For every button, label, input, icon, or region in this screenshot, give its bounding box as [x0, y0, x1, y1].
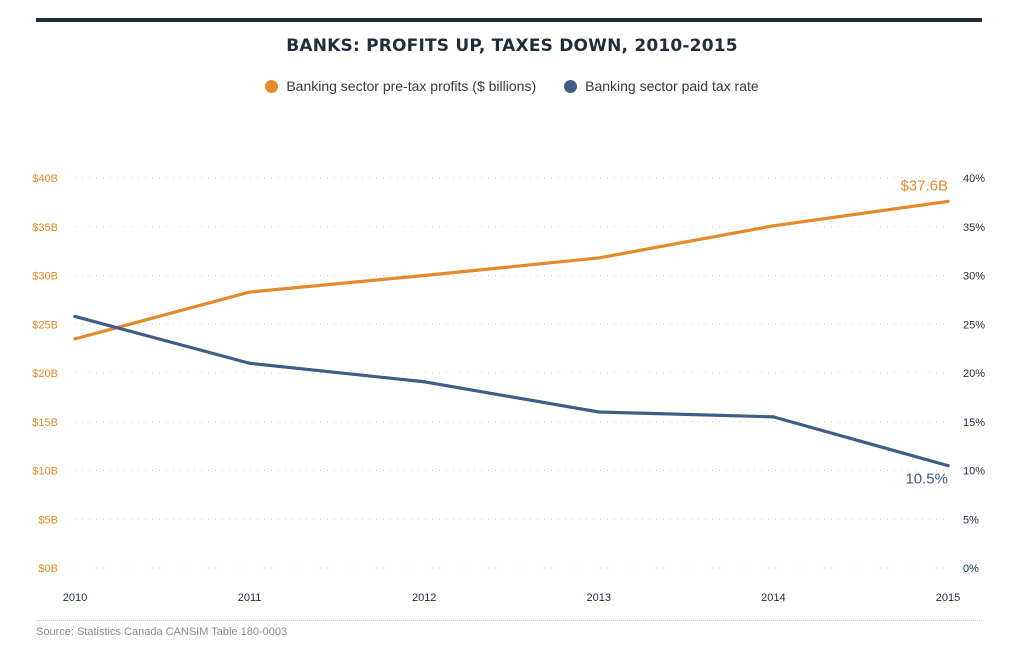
x-tick-label: 2014 — [761, 592, 785, 604]
legend-item-profits: Banking sector pre-tax profits ($ billio… — [265, 78, 536, 94]
source-note: Source: Statistics Canada CANSIM Table 1… — [36, 626, 288, 638]
legend-label-tax-rate: Banking sector paid tax rate — [585, 78, 759, 94]
data-point-tax-rate — [422, 380, 426, 384]
legend-label-profits: Banking sector pre-tax profits ($ billio… — [286, 78, 537, 94]
legend: Banking sector pre-tax profits ($ billio… — [0, 78, 1024, 94]
y-right-tick-label: 15% — [963, 417, 985, 429]
x-tick-label: 2015 — [936, 592, 960, 604]
y-right-tick-label: 0% — [963, 563, 979, 575]
y-left-tick-label: $5B — [38, 514, 58, 526]
x-tick-label: 2013 — [587, 592, 611, 604]
legend-item-tax-rate: Banking sector paid tax rate — [564, 78, 759, 94]
y-left-tick-label: $35B — [32, 222, 58, 234]
y-left-tick-label: $0B — [38, 563, 58, 575]
y-left-tick-label: $15B — [32, 417, 58, 429]
legend-swatch-profits — [265, 79, 279, 93]
end-value-label: 10.5% — [905, 471, 948, 488]
data-point-tax-rate — [248, 361, 252, 365]
y-left-tick-label: $10B — [32, 466, 58, 478]
y-left-tick-label: $20B — [32, 368, 58, 380]
data-point-profits — [771, 224, 776, 228]
chart-title: BANKS: PROFITS UP, TAXES DOWN, 2010-2015 — [286, 36, 738, 56]
y-left-tick-label: $30B — [32, 271, 58, 283]
y-right-tick-label: 25% — [963, 319, 985, 331]
data-point-tax-rate — [73, 314, 77, 319]
y-right-tick-label: 10% — [963, 466, 985, 478]
x-tick-label: 2010 — [63, 592, 87, 604]
y-left-tick-label: $25B — [32, 319, 58, 331]
y-right-tick-label: 20% — [963, 368, 985, 380]
source-divider — [36, 620, 982, 621]
legend-swatch-tax-rate — [564, 79, 578, 93]
series-line-profits — [73, 199, 950, 341]
data-point-profits — [248, 290, 252, 294]
data-point-tax-rate — [597, 410, 601, 414]
y-right-tick-label: 5% — [963, 514, 979, 526]
x-tick-label: 2012 — [412, 592, 436, 604]
y-right-tick-label: 40% — [963, 173, 985, 185]
x-tick-label: 2011 — [238, 592, 262, 604]
data-point-tax-rate — [946, 464, 950, 468]
data-point-profits — [946, 199, 950, 203]
data-point-profits — [73, 337, 77, 341]
data-point-profits — [422, 273, 426, 278]
y-right-tick-label: 35% — [963, 222, 985, 234]
end-value-label: $37.6B — [900, 177, 948, 194]
data-point-tax-rate — [771, 415, 776, 419]
y-right-tick-label: 30% — [963, 271, 985, 283]
y-left-tick-label: $40B — [32, 173, 58, 185]
series-line-tax-rate — [73, 314, 950, 468]
data-point-profits — [597, 256, 601, 260]
top-rule — [36, 18, 982, 22]
